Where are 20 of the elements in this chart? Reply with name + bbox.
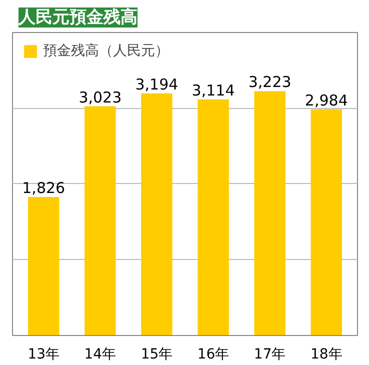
x-tick-label: 18年 xyxy=(310,346,342,362)
data-label: 3,023 xyxy=(78,88,122,106)
x-tick-label: 13年 xyxy=(28,346,60,362)
x-tick-label: 14年 xyxy=(84,346,116,362)
bar xyxy=(141,93,172,336)
data-label: 3,194 xyxy=(135,75,178,94)
x-tick-label: 17年 xyxy=(254,346,286,362)
bar xyxy=(310,109,342,336)
data-label: 3,114 xyxy=(192,81,235,100)
x-tick-label: 15年 xyxy=(140,346,173,362)
data-label: 1,826 xyxy=(22,179,66,198)
x-tick-label: 16年 xyxy=(197,346,230,362)
bar xyxy=(198,99,229,336)
data-label: 2,984 xyxy=(304,91,348,110)
bar xyxy=(254,91,286,336)
chart-title: 人民元預金残高 xyxy=(18,8,138,28)
bar xyxy=(28,197,60,336)
bar xyxy=(84,106,116,336)
legend-label: 預金残高（人民元） xyxy=(43,42,169,60)
data-label: 3,223 xyxy=(248,73,292,92)
